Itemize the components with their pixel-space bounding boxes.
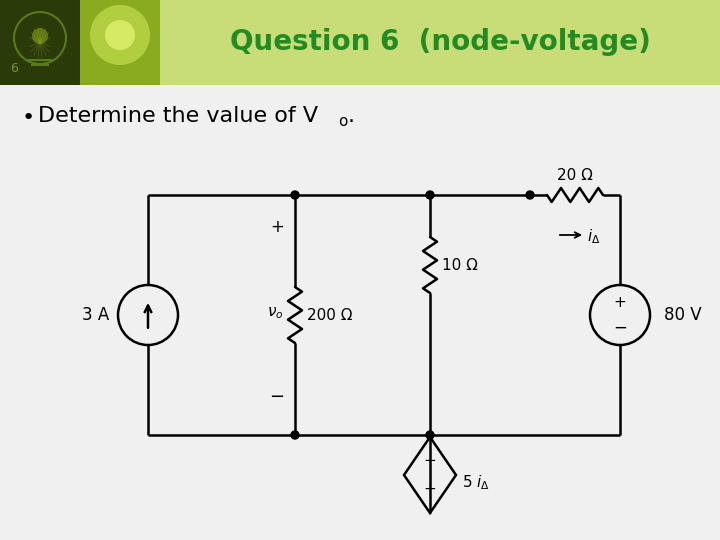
Text: Question 6  (node-voltage): Question 6 (node-voltage) xyxy=(230,29,650,57)
Circle shape xyxy=(526,191,534,199)
Text: 80 V: 80 V xyxy=(664,306,701,324)
Circle shape xyxy=(291,431,299,439)
Circle shape xyxy=(32,28,48,44)
Text: 5 $i_\Delta$: 5 $i_\Delta$ xyxy=(462,474,490,492)
Text: o: o xyxy=(338,114,347,129)
Bar xyxy=(80,0,160,85)
Text: 3 A: 3 A xyxy=(82,306,109,324)
Circle shape xyxy=(291,191,299,199)
Text: +: + xyxy=(613,295,626,310)
Text: $\nu_o$: $\nu_o$ xyxy=(266,305,283,321)
Circle shape xyxy=(105,20,135,50)
Text: −: − xyxy=(423,453,436,468)
Bar xyxy=(0,0,80,85)
Circle shape xyxy=(426,431,434,439)
Text: −: − xyxy=(269,388,284,406)
Text: −: − xyxy=(613,319,627,336)
Text: $i_\Delta$: $i_\Delta$ xyxy=(587,228,600,246)
Text: .: . xyxy=(348,106,355,126)
Text: +: + xyxy=(270,218,284,236)
Text: 6: 6 xyxy=(10,62,18,75)
Text: Determine the value of V: Determine the value of V xyxy=(38,106,318,126)
Text: •: • xyxy=(22,108,35,128)
Text: +: + xyxy=(423,482,436,497)
Circle shape xyxy=(90,5,150,65)
Circle shape xyxy=(426,191,434,199)
Text: 200 Ω: 200 Ω xyxy=(307,307,353,322)
Text: 10 Ω: 10 Ω xyxy=(442,258,478,273)
Bar xyxy=(0,0,720,85)
Text: 20 Ω: 20 Ω xyxy=(557,167,593,183)
